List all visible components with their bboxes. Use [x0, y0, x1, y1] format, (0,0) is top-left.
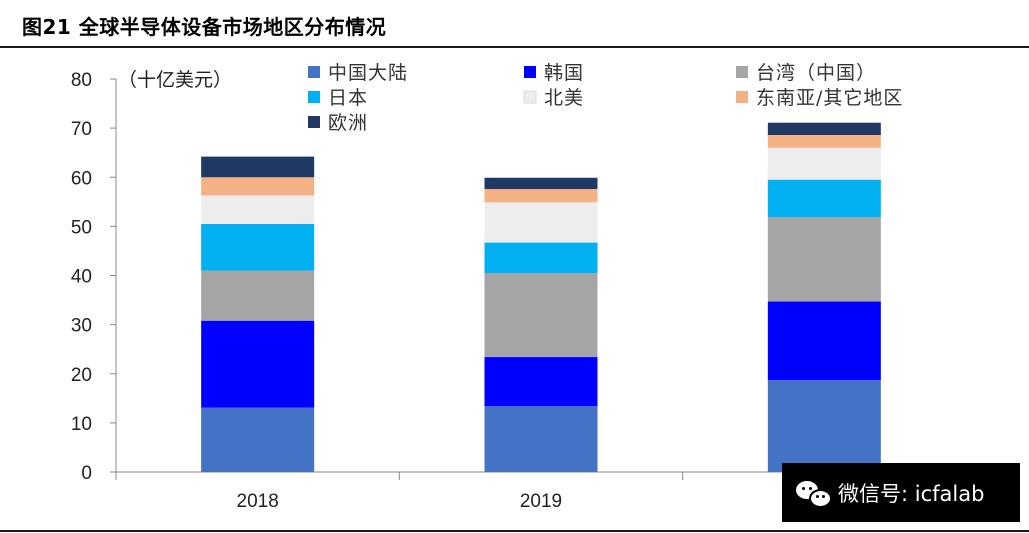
legend-swatch: [736, 91, 748, 103]
bar-segment: [767, 179, 881, 218]
bar-stack-2018: [201, 156, 315, 472]
bar-segment: [484, 242, 598, 274]
legend-swatch: [308, 116, 320, 128]
bar-stack-2020: [767, 122, 881, 472]
legend-label: 北美: [544, 87, 584, 109]
bottom-rule: [0, 530, 1029, 532]
bar-segment: [201, 270, 315, 321]
bar-segment: [767, 147, 881, 180]
y-tick-label: 20: [71, 365, 92, 386]
bar-segment: [484, 273, 598, 358]
wechat-icon: [796, 479, 832, 508]
bar-segment: [767, 301, 881, 381]
bar-segment: [484, 177, 598, 190]
legend-label: 台湾（中国）: [756, 62, 876, 84]
bar-segment: [201, 177, 315, 196]
legend-swatch: [308, 66, 320, 78]
bar-segment: [201, 320, 315, 408]
y-tick-label: 60: [71, 168, 92, 189]
legend-label: 欧洲: [328, 112, 368, 134]
legend-label: 韩国: [544, 62, 584, 84]
y-tick-label: 10: [71, 414, 92, 435]
bar-segment: [484, 189, 598, 203]
legend-item: 欧洲: [308, 112, 368, 134]
x-tick-label: 2018: [237, 491, 279, 512]
y-tick-label: 40: [71, 267, 92, 288]
bar-segment: [484, 406, 598, 472]
legend-swatch: [523, 90, 537, 104]
y-tick-label: 0: [81, 463, 92, 484]
bar-segment: [484, 357, 598, 407]
bar-stacks: [201, 122, 881, 472]
bar-segment: [767, 135, 881, 148]
x-tick-label: 2019: [520, 491, 562, 512]
bar-segment: [201, 407, 315, 472]
bar-segment: [767, 380, 881, 472]
watermark-badge: 微信号: icfalab: [782, 463, 1020, 522]
y-unit-label: （十亿美元）: [118, 69, 232, 91]
legend-label: 日本: [328, 87, 368, 109]
y-tick-label: 80: [71, 70, 92, 91]
watermark-text: 微信号: icfalab: [838, 481, 985, 506]
legend-swatch: [736, 66, 748, 78]
legend-item: 北美: [523, 87, 584, 109]
y-tick-label: 50: [71, 217, 92, 238]
legend-item: 日本: [308, 87, 368, 109]
legend-item: 台湾（中国）: [736, 62, 876, 84]
y-tick-label: 70: [71, 119, 92, 140]
bar-segment: [201, 223, 315, 271]
bar-segment: [767, 217, 881, 302]
legend-swatch: [524, 66, 536, 78]
bar-segment: [484, 202, 598, 243]
legend-label: 中国大陆: [328, 62, 408, 84]
bar-stack-2019: [484, 177, 598, 472]
legend-item: 东南亚/其它地区: [736, 87, 903, 109]
legend-swatch: [308, 91, 320, 103]
legend-item: 中国大陆: [308, 62, 408, 84]
y-axis: 0 10 20 30 40 50 60 70 80: [71, 70, 117, 484]
bar-segment: [201, 195, 315, 224]
bar-segment: [201, 156, 315, 178]
legend-item: 韩国: [524, 62, 584, 84]
figure-title-bar: 图21 全球半导体设备市场地区分布情况: [0, 0, 1029, 48]
y-tick-label: 30: [71, 316, 92, 337]
legend-label: 东南亚/其它地区: [756, 87, 903, 109]
figure-title: 图21 全球半导体设备市场地区分布情况: [22, 15, 387, 39]
bar-segment: [767, 122, 881, 136]
